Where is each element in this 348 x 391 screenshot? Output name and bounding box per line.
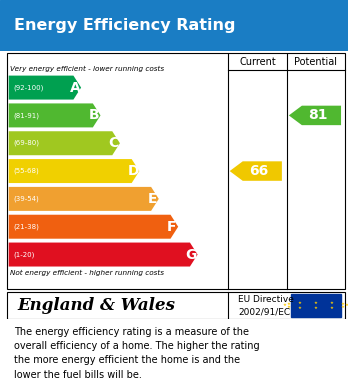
Text: EU Directive
2002/91/EC: EU Directive 2002/91/EC	[238, 295, 294, 316]
Text: (21-38): (21-38)	[13, 224, 39, 230]
Text: (69-80): (69-80)	[13, 140, 39, 147]
Text: (92-100): (92-100)	[13, 84, 43, 91]
Text: D: D	[127, 164, 139, 178]
Polygon shape	[230, 161, 282, 181]
Text: ★: ★	[341, 302, 345, 306]
Text: E: E	[148, 192, 157, 206]
Text: Potential: Potential	[294, 57, 337, 67]
Text: ★: ★	[330, 305, 333, 310]
Text: The energy efficiency rating is a measure of the
overall efficiency of a home. T: The energy efficiency rating is a measur…	[14, 326, 260, 380]
Text: (1-20): (1-20)	[13, 251, 34, 258]
Polygon shape	[9, 104, 101, 127]
Bar	[291, 294, 341, 317]
Text: (81-91): (81-91)	[13, 112, 39, 118]
Polygon shape	[9, 131, 120, 155]
Text: Energy Efficiency Rating: Energy Efficiency Rating	[14, 18, 235, 33]
Polygon shape	[9, 215, 178, 239]
Text: Current: Current	[239, 57, 276, 67]
Text: ★: ★	[341, 305, 345, 308]
Text: C: C	[109, 136, 119, 150]
Polygon shape	[9, 75, 81, 100]
Text: ★: ★	[298, 305, 302, 310]
Polygon shape	[289, 106, 341, 125]
Text: B: B	[89, 108, 100, 122]
Text: ★: ★	[345, 303, 348, 307]
Text: ★: ★	[287, 302, 291, 306]
Polygon shape	[9, 242, 198, 267]
Text: 66: 66	[249, 164, 268, 178]
Text: F: F	[167, 220, 177, 234]
Text: ★: ★	[314, 306, 318, 310]
Text: (55-68): (55-68)	[13, 168, 39, 174]
Text: G: G	[185, 248, 197, 262]
Text: ★: ★	[314, 301, 318, 305]
Text: England & Wales: England & Wales	[17, 297, 175, 314]
Text: ★: ★	[298, 301, 302, 305]
Text: A: A	[70, 81, 80, 95]
Text: ★: ★	[287, 305, 291, 308]
Text: Not energy efficient - higher running costs: Not energy efficient - higher running co…	[10, 270, 165, 276]
Text: (39-54): (39-54)	[13, 196, 39, 202]
Text: ★: ★	[330, 301, 333, 305]
Polygon shape	[9, 159, 139, 183]
Text: ★: ★	[283, 303, 286, 307]
Text: Very energy efficient - lower running costs: Very energy efficient - lower running co…	[10, 66, 165, 72]
Polygon shape	[9, 187, 159, 211]
Text: 81: 81	[308, 108, 327, 122]
